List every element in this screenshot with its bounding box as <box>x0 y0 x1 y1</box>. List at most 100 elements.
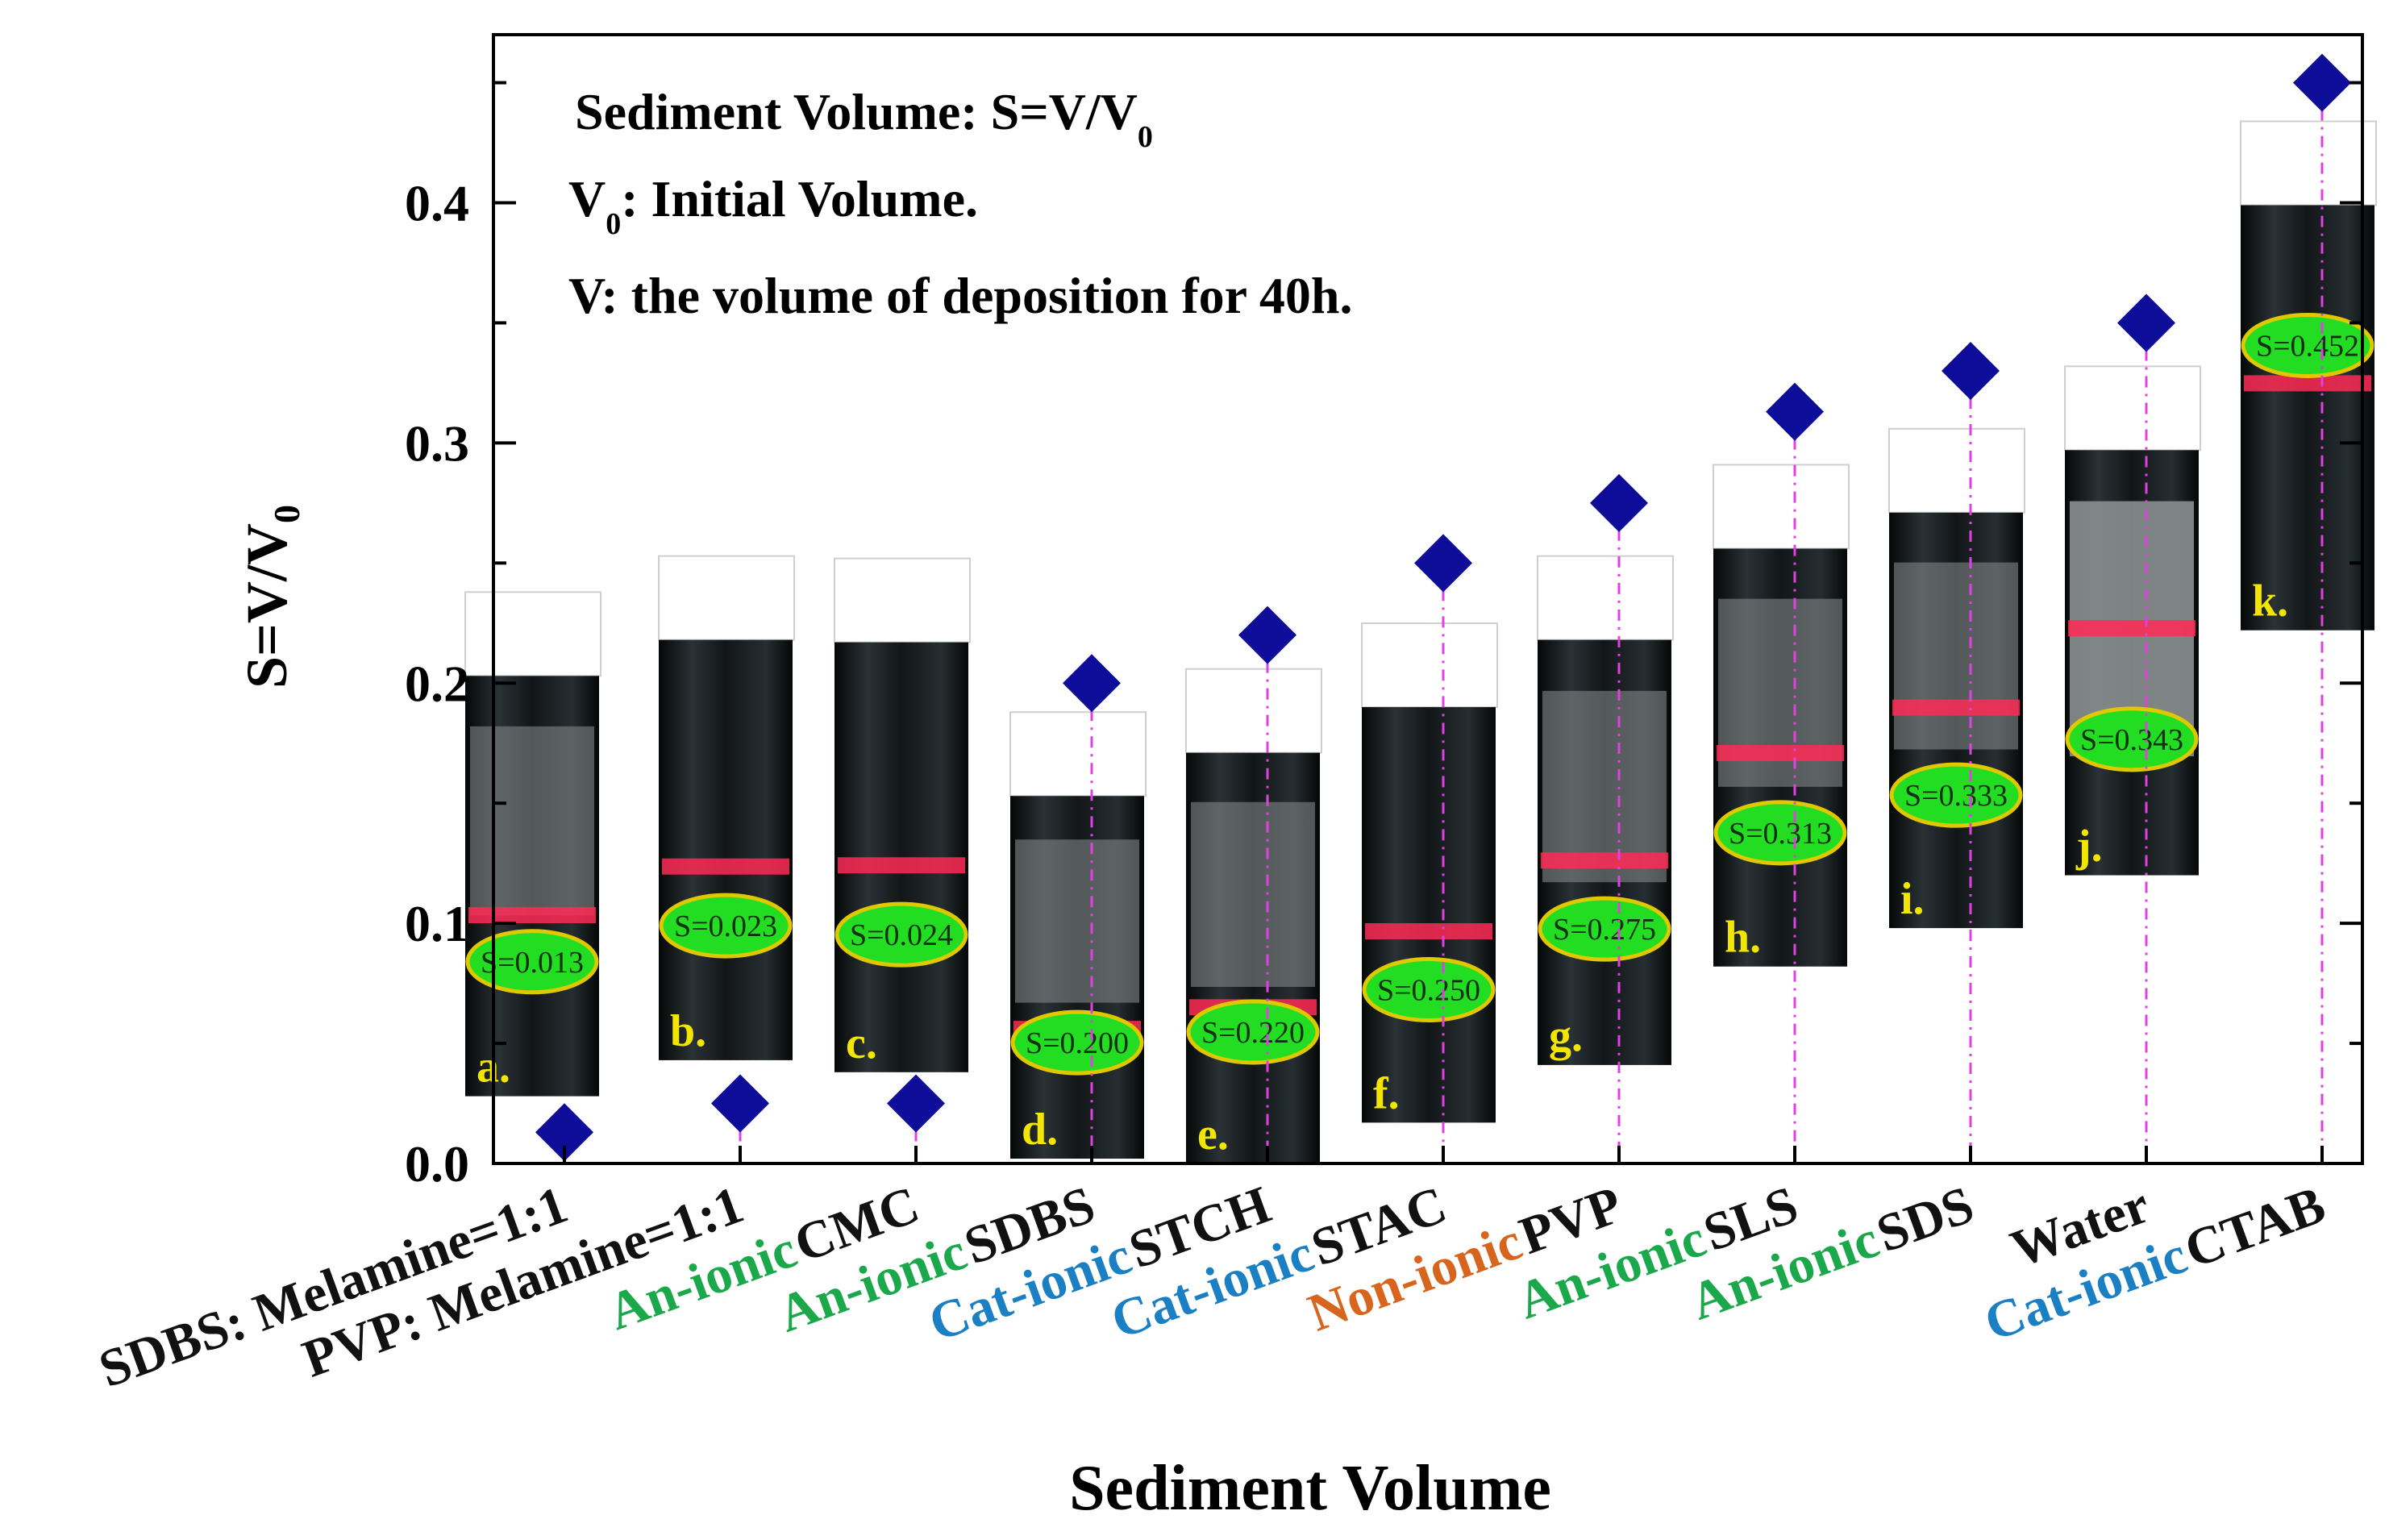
data-point <box>535 1103 593 1162</box>
vial-body <box>2241 205 2374 631</box>
y-tick-label: 0.2 <box>405 655 469 712</box>
vial-letter: i. <box>1900 874 1925 924</box>
value-badge-label: S=0.200 <box>1026 1026 1129 1060</box>
vial-suspension <box>1894 562 2018 750</box>
vial-cap-box <box>834 557 971 643</box>
value-badge-label: S=0.452 <box>2256 329 2359 363</box>
vial-body <box>659 639 793 1060</box>
vial-suspension <box>1015 839 1139 1003</box>
value-badge-label: S=0.013 <box>481 946 584 980</box>
laser-beam <box>468 907 596 924</box>
vial-letter: k. <box>2252 576 2288 626</box>
value-badge-label: S=0.313 <box>1729 817 1832 851</box>
vial-cap-box <box>1009 711 1147 797</box>
vial-photo: S=0.313 h. <box>1713 464 1850 967</box>
vial-letter: e. <box>1197 1109 1229 1159</box>
vial-suspension <box>1191 801 1315 987</box>
vial-photo: S=0.250 f. <box>1361 622 1498 1123</box>
value-badge-label: S=0.333 <box>1904 779 2008 813</box>
vial-letter: h. <box>1725 913 1761 963</box>
value-badge <box>1362 956 1496 1022</box>
data-point <box>1063 654 1121 713</box>
vial-cap-box <box>1537 555 1674 641</box>
data-markers <box>535 53 2351 1162</box>
value-badge <box>1538 896 1671 962</box>
vial-photo: S=0.275 g. <box>1537 555 1674 1065</box>
laser-beam <box>2068 620 2195 637</box>
value-badge <box>1010 1009 1144 1076</box>
value-badge-label: S=0.250 <box>1377 973 1480 1007</box>
value-badge <box>659 893 793 959</box>
vial-photo: S=0.024 c. <box>834 557 971 1072</box>
vial-body <box>1362 707 1496 1123</box>
x-axis-label: Sediment Volume <box>1069 1453 1551 1524</box>
value-badge-label: S=0.343 <box>2080 723 2183 757</box>
annotation-line-2: V0: Initial Volume. <box>568 170 978 241</box>
vial-letter: b. <box>670 1006 706 1056</box>
guide-lines <box>563 82 2324 1163</box>
laser-beam <box>1541 852 1668 869</box>
vial-letter: c. <box>846 1018 877 1068</box>
vial-photo: S=0.333 i. <box>1888 427 2025 929</box>
vial-suspension <box>470 726 594 916</box>
vial-photo: S=0.343 j. <box>2064 365 2201 876</box>
y-tick-label: 0.1 <box>405 895 469 952</box>
laser-beam <box>1365 923 1492 940</box>
x-tick-label: CTAB <box>2177 1175 2333 1280</box>
data-point <box>1942 342 2000 401</box>
vial-cap-box <box>2240 120 2377 206</box>
vial-cap-box <box>464 591 601 677</box>
data-point <box>1238 606 1296 664</box>
data-point <box>711 1074 769 1133</box>
data-point <box>2117 293 2175 352</box>
annotation-line-1: Sediment Volume: S=V/V0 <box>575 83 1153 154</box>
vial-photo: S=0.220 e. <box>1185 668 1322 1163</box>
data-point <box>1414 534 1472 593</box>
data-point <box>1766 382 1824 441</box>
data-point <box>2293 53 2351 112</box>
laser-beam <box>662 858 789 875</box>
y-axis-label-sub: 0 <box>266 505 307 523</box>
vial-cap-box <box>658 555 795 641</box>
laser-beam <box>1717 745 1844 762</box>
value-badge-label: S=0.275 <box>1553 913 1656 947</box>
vial-photo: S=0.023 b. <box>658 555 795 1060</box>
value-badge <box>465 929 599 995</box>
laser-beam <box>1892 699 2020 716</box>
vial-cap-box <box>1361 622 1498 709</box>
annotation-box: Sediment Volume: S=V/V0 V0: Initial Volu… <box>568 83 1353 324</box>
axes-box <box>492 33 2364 1165</box>
vial-letter: j. <box>2075 822 2103 872</box>
vial-cap-box <box>1185 668 1322 754</box>
y-tick-label: 0.4 <box>405 175 469 232</box>
data-point <box>887 1074 945 1133</box>
vial-letter: f. <box>1373 1068 1400 1118</box>
data-point <box>1590 473 1648 532</box>
vial-letter: d. <box>1022 1105 1058 1155</box>
vial-cap-box <box>1713 464 1850 550</box>
y-axis-ticks: 0.0 0.1 0.2 0.3 0.4 <box>405 81 2362 1192</box>
value-badge <box>1713 800 1847 866</box>
value-badge-label: S=0.220 <box>1201 1016 1305 1050</box>
vial-letter: g. <box>1549 1011 1583 1061</box>
vial-suspension <box>1542 690 1667 883</box>
y-axis-label: S=V/V0 <box>235 505 307 689</box>
plot-frame <box>492 33 2364 1165</box>
value-badge <box>2065 706 2199 772</box>
vial-photo: S=0.452 k. <box>2240 120 2377 631</box>
value-badge <box>2241 312 2374 378</box>
vial-cap-box <box>1888 427 2025 514</box>
value-badge <box>1889 762 2023 828</box>
annotation-line-3: V: the volume of deposition for 40h. <box>568 267 1353 324</box>
laser-beam <box>838 857 965 874</box>
value-badge <box>834 901 968 968</box>
value-badge-label: S=0.023 <box>674 909 777 943</box>
x-tick-label: SDS <box>1869 1175 1981 1263</box>
laser-beam <box>2244 375 2371 392</box>
y-tick-label: 0.0 <box>405 1135 469 1192</box>
y-tick-label: 0.3 <box>405 414 469 472</box>
vial-cap-box <box>2064 365 2201 452</box>
